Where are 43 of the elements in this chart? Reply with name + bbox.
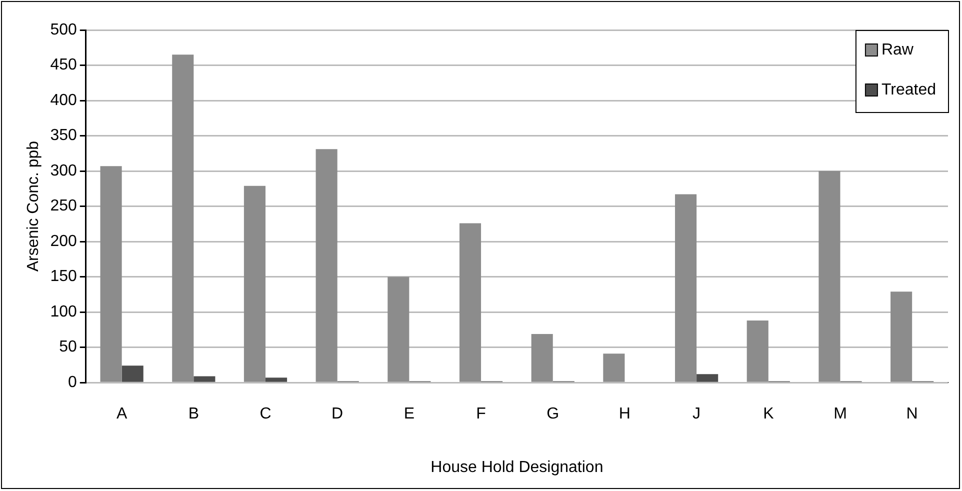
x-tick-label: K	[763, 406, 774, 423]
bar	[746, 320, 768, 382]
x-tick-label: M	[834, 406, 847, 423]
x-axis-title: House Hold Designation	[430, 458, 604, 476]
y-tick-label: 100	[50, 303, 77, 320]
y-tick-label: 500	[50, 21, 77, 38]
legend-label: Treated	[881, 81, 936, 98]
bar	[459, 223, 482, 382]
x-tick-label: F	[476, 406, 486, 423]
x-tick-label: E	[404, 406, 415, 423]
y-tick-label: 400	[50, 92, 77, 109]
bar	[172, 54, 194, 382]
x-tick-label: J	[692, 406, 701, 423]
bar	[603, 354, 625, 382]
y-axis-title: Arsenic Conc. ppb	[25, 140, 42, 272]
bar	[122, 366, 144, 382]
bar	[388, 276, 410, 382]
bar	[100, 166, 122, 382]
bar	[818, 171, 840, 382]
y-tick-label: 0	[68, 374, 77, 392]
x-tick-label: G	[546, 406, 560, 423]
y-tick-label: 300	[50, 162, 77, 180]
legend-label: Raw	[881, 41, 914, 58]
x-tick-label: H	[618, 406, 630, 423]
y-tick-label: 150	[50, 268, 77, 286]
bar	[696, 374, 718, 382]
y-tick-label: 50	[59, 338, 77, 356]
bar	[194, 376, 216, 382]
y-tick-label: 450	[50, 56, 77, 74]
bar	[890, 292, 912, 382]
y-tick-label: 200	[50, 232, 77, 250]
bar	[531, 334, 553, 382]
bar	[244, 186, 266, 382]
x-tick-label: N	[906, 406, 918, 423]
bar	[266, 378, 288, 382]
y-tick-label: 250	[50, 198, 77, 215]
bar	[675, 194, 697, 382]
x-tick-label: D	[332, 406, 344, 423]
y-tick-label: 350	[50, 127, 77, 144]
x-tick-label: B	[188, 406, 199, 423]
x-tick-label: C	[260, 406, 272, 423]
bar	[316, 149, 338, 382]
x-tick-label: A	[116, 406, 128, 423]
